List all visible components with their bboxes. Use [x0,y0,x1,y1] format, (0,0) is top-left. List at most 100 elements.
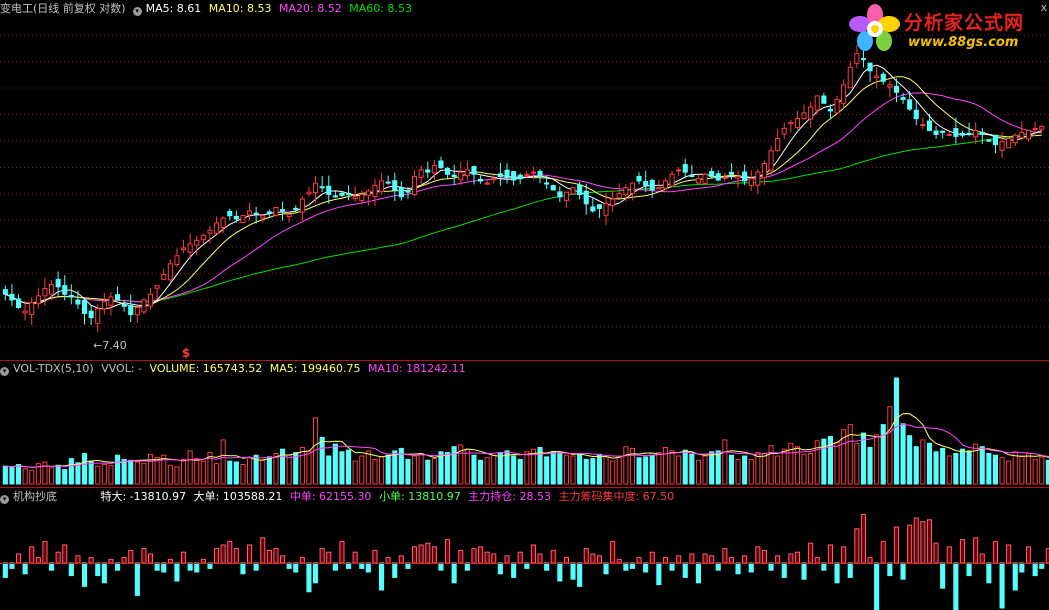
volume-bar-down [643,456,649,485]
indicator-name[interactable]: 机构抄底 [13,490,57,503]
volume-bar-up [352,460,358,485]
candle-down [451,174,457,178]
candle-up [260,215,266,219]
indicator-bar-positive [227,540,233,564]
indicator-bar-positive [458,549,464,564]
candle-down [471,166,477,175]
indicator-bar-positive [181,551,187,564]
candle-down [860,58,867,61]
volume-bar-up [458,444,464,485]
candle-down [992,134,999,146]
indicator-bar-positive [445,539,451,564]
candle-up [695,178,702,184]
volume-bar-up [662,447,669,485]
volume-bar-up [200,460,206,485]
candle-down [233,215,239,220]
indicator-bar-negative [22,562,28,575]
volume-bar-up [1019,455,1025,485]
volume-bar-up [306,450,312,485]
candle-up [412,176,418,196]
settings-icon[interactable]: ▾ [0,367,9,376]
volume-bar-down [385,454,391,485]
indicator-bar-negative [900,562,906,580]
volume-bar-down [953,453,959,485]
indicator-bar-positive [860,513,867,564]
candle-down [121,304,127,307]
volume-bar-down [121,458,127,485]
volume-bar-down [339,451,345,485]
indicator-bar-positive [841,546,847,564]
candle-down [62,285,68,295]
volume-bar-down [266,456,272,485]
volume-bar-up [49,467,55,485]
indicator-bar-positive [867,557,873,564]
volume-bar-up [808,453,814,485]
indicator-bar-positive [425,542,431,564]
indicator-bar-negative [577,562,583,587]
close-icon[interactable]: x [1040,1,1047,14]
volume-bar-down [715,450,721,485]
indicator-bar-positive [761,549,768,564]
indicator-bar-positive [299,557,305,564]
moving-average-lines [5,64,1042,310]
volume-indicator-name[interactable]: VOL-TDX(5,10) [13,362,94,375]
volume-bar-up [748,458,754,485]
indicator-bar-positive [722,548,728,564]
settings-icon[interactable]: ▾ [0,495,9,504]
candle-down [966,132,972,135]
candle-down [959,133,966,136]
candle-up [365,190,371,196]
indicator-bar-positive [959,539,966,564]
candle-down [478,178,484,182]
candle-down [821,95,827,104]
candle-up [722,176,728,179]
candle-down [346,192,352,195]
main-legend: 变电工(日线 前复权 对数) ▾ MA5: 8.61 MA10: 8.53 MA20… [0,2,416,16]
candle-down [986,139,992,142]
volume-bar-up [379,456,385,485]
candle-up [702,173,708,184]
candle-up [207,229,213,234]
candle-down [709,171,715,177]
indicator-bar-positive [167,558,173,564]
candle-up [748,178,754,186]
ma20-line [5,92,1042,304]
settings-icon[interactable]: ▾ [132,7,142,16]
indicator-bar-positive [200,558,206,564]
volume-bar-down [82,453,88,485]
volume-bar-up [788,442,794,485]
indicator-bar-positive [537,553,543,564]
indicator-bar-positive [504,555,510,564]
indicator-bar-positive [662,557,669,564]
indicator-bar-positive [233,548,239,564]
candle-up [220,217,226,229]
indicator-bar-negative [68,562,74,577]
volume-bar-up [187,450,193,485]
candle-down [742,171,748,182]
volume-bar-up [781,448,787,485]
candle-down [438,160,444,169]
volume-bar-down [728,454,735,485]
indicator-bar-negative [966,562,972,577]
candle-down [583,190,589,205]
volume-bar-up [359,455,365,485]
candle-down [577,184,583,196]
candle-up [1032,127,1038,130]
volume-bar-up [761,453,768,485]
volume-bar-down [293,452,299,485]
volume-bar-up [530,448,537,485]
candle-up [194,239,200,246]
indicator-bar-positive [412,546,418,564]
candle-down [953,128,959,137]
volume-bar-down [636,457,642,485]
candle-up [854,53,860,64]
volume-bar-up [834,441,840,485]
candle-up [920,124,926,126]
tedai-value: 特大: -13810.97 [100,490,187,503]
indicator-bar-negative [332,562,338,571]
volume-bar-down [880,424,886,485]
candle-down [2,289,8,295]
volume-bar-up [431,458,437,485]
candle-down [82,299,88,315]
